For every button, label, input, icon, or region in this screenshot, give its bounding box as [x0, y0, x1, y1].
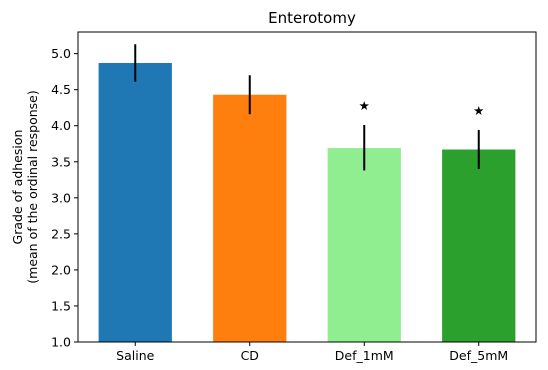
bar [442, 149, 516, 342]
y-tick-label: 4.5 [51, 82, 71, 97]
x-tick-label: CD [241, 348, 259, 363]
y-tick-label: 4.0 [51, 118, 71, 133]
x-tick-label: Def_1mM [335, 348, 394, 363]
y-tick-label: 1.5 [51, 298, 71, 313]
plot-area: Saline CD ★ Def_1mM ★ Def_5mM 1.0 1.5 2.0 2.5 3.0 3… [51, 31, 537, 363]
chart-title: Enterotomy [268, 9, 356, 27]
significance-marker: ★ [473, 103, 484, 118]
x-tick-label: Saline [116, 348, 154, 363]
y-axis-label-line-2: (mean of the ordinal response) [25, 90, 40, 283]
plot-frame [77, 31, 537, 343]
bar [213, 94, 287, 342]
y-tick-label: 3.0 [51, 190, 71, 205]
y-axis-label: Grade of adhesion (mean of the ordinal r… [10, 90, 40, 283]
y-tick-label: 5.0 [51, 46, 71, 61]
y-tick-label: 2.5 [51, 226, 71, 241]
significance-marker: ★ [359, 98, 370, 113]
bar [327, 148, 401, 342]
y-tick-label: 2.0 [51, 262, 71, 277]
y-axis-label-line-1: Grade of adhesion [10, 130, 25, 245]
bar [98, 63, 172, 342]
y-tick-label: 3.5 [51, 154, 71, 169]
x-tick-label: Def_5mM [449, 348, 508, 363]
y-tick-label: 1.0 [51, 335, 71, 350]
